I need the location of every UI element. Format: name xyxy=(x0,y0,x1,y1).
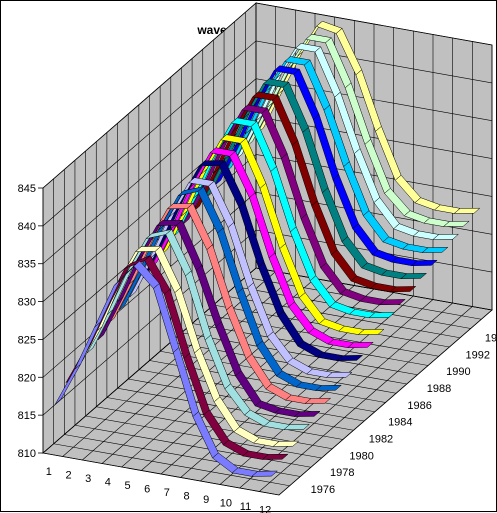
ribbon-segment xyxy=(315,384,342,391)
z-tick-label: 1984 xyxy=(388,417,412,429)
y-tick-label: 845 xyxy=(18,183,36,195)
floor-gridline xyxy=(42,452,280,496)
x-tick-label: 4 xyxy=(105,476,111,488)
ribbon-segment xyxy=(432,233,460,240)
ribbon-segment xyxy=(293,411,321,417)
z-tick-label: 1990 xyxy=(446,366,470,378)
ribbon-segment xyxy=(347,342,374,348)
z-tick-label: 1982 xyxy=(369,433,393,445)
z-tick-label: 1976 xyxy=(311,484,335,496)
floor-gridline xyxy=(128,378,365,422)
ribbon-segment xyxy=(368,312,396,319)
ribbon-segment xyxy=(325,371,353,378)
x-tick-label: 8 xyxy=(183,490,189,502)
z-tick-label: 1980 xyxy=(349,450,373,462)
ribbon-segment xyxy=(261,453,289,460)
floor-gridline xyxy=(138,369,375,413)
ribbon-segment xyxy=(378,299,406,306)
x-tick-label: 7 xyxy=(164,487,170,499)
ribbon-segment xyxy=(251,470,279,477)
ribbon-segment xyxy=(283,424,310,430)
floor-gridline xyxy=(223,295,461,339)
ribbon-segment xyxy=(389,286,417,293)
series-ribbon xyxy=(54,260,279,477)
z-tick-label: 1986 xyxy=(407,400,431,412)
x-tick-label: 2 xyxy=(65,469,71,481)
x-tick-label: 9 xyxy=(203,494,209,506)
z-tick-label: 1988 xyxy=(427,383,451,395)
ribbon-segment xyxy=(357,329,385,335)
x-tick-label: 3 xyxy=(85,473,91,485)
ribbon-segment xyxy=(453,207,481,214)
ribbon-segment xyxy=(442,220,470,227)
x-tick-label: 12 xyxy=(259,504,271,513)
ribbon-segment xyxy=(400,273,428,279)
floor-gridline xyxy=(64,434,301,477)
floor-gridline xyxy=(74,424,312,468)
series-ribbon xyxy=(86,228,310,430)
y-tick-label: 835 xyxy=(18,259,36,271)
x-tick-label: 1 xyxy=(46,466,52,478)
x-tick-label: 5 xyxy=(124,480,130,492)
series-ribbon xyxy=(140,160,364,361)
x-tick-label: 11 xyxy=(240,501,251,513)
z-tick-label: 1994 xyxy=(485,333,497,345)
y-tick-label: 840 xyxy=(18,221,36,233)
y-tick-label: 825 xyxy=(18,334,36,346)
y-tick-label: 810 xyxy=(18,448,36,460)
x-tick-label: 6 xyxy=(144,483,150,495)
ribbon-segment xyxy=(410,260,438,266)
ribbon-segment xyxy=(304,397,332,404)
floor-gridline xyxy=(117,387,354,431)
y-tick-label: 815 xyxy=(18,410,36,422)
floor-gridline xyxy=(53,443,290,487)
ribbon-segment xyxy=(272,440,300,447)
ribbon-segment xyxy=(336,355,364,361)
z-tick-label: 1992 xyxy=(466,349,490,361)
chart-series-group xyxy=(54,20,481,477)
z-tick-label: 1978 xyxy=(330,467,354,479)
x-tick-label: 10 xyxy=(220,497,232,509)
ribbon-segment xyxy=(421,247,449,253)
y-tick-label: 820 xyxy=(18,372,36,384)
y-tick-label: 830 xyxy=(18,297,36,309)
